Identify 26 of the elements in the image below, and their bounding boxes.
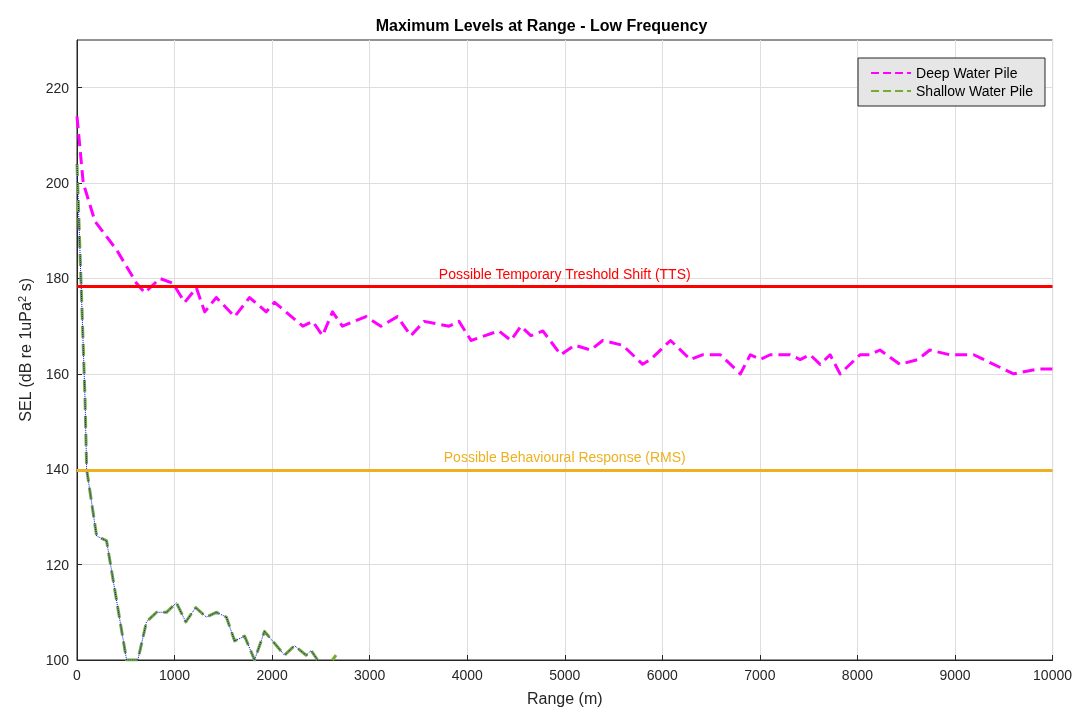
y-tick-label: 100 <box>45 652 70 668</box>
x-tick-label: 4000 <box>451 667 483 683</box>
x-tick-label: 7000 <box>744 667 776 683</box>
y-tick-label: 180 <box>45 270 70 287</box>
ref-line-label: Possible Temporary Treshold Shift (TTS) <box>438 265 691 282</box>
y-tick-label: 220 <box>45 79 70 96</box>
x-tick-label: 1000 <box>158 667 191 683</box>
legend-label: Shallow Water Pile <box>916 83 1034 99</box>
y-tick-label: 160 <box>45 365 70 382</box>
chart-title: Maximum Levels at Range - Low Frequency <box>375 16 708 34</box>
x-tick-label: 8000 <box>841 667 874 683</box>
x-tick-label: 0 <box>73 667 82 683</box>
x-tick-label: 2000 <box>256 667 288 683</box>
y-tick-label: 120 <box>45 556 70 573</box>
x-axis-title: Range (m) <box>526 689 603 707</box>
x-tick-label: 10000 <box>1033 667 1073 683</box>
y-axis-title: SEL (dB re 1uPa2 s) <box>15 278 34 422</box>
x-tick-label: 6000 <box>646 667 679 683</box>
y-tick-label: 200 <box>45 175 70 192</box>
line-series <box>75 114 1055 376</box>
ref-line-label: Possible Behavioural Response (RMS) <box>443 449 686 466</box>
x-tick-label: 9000 <box>939 667 971 683</box>
x-tick-label: 3000 <box>354 667 386 683</box>
legend-label: Deep Water Pile <box>916 65 1018 81</box>
y-tick-label: 140 <box>45 461 70 478</box>
x-tick-label: 5000 <box>549 667 581 683</box>
